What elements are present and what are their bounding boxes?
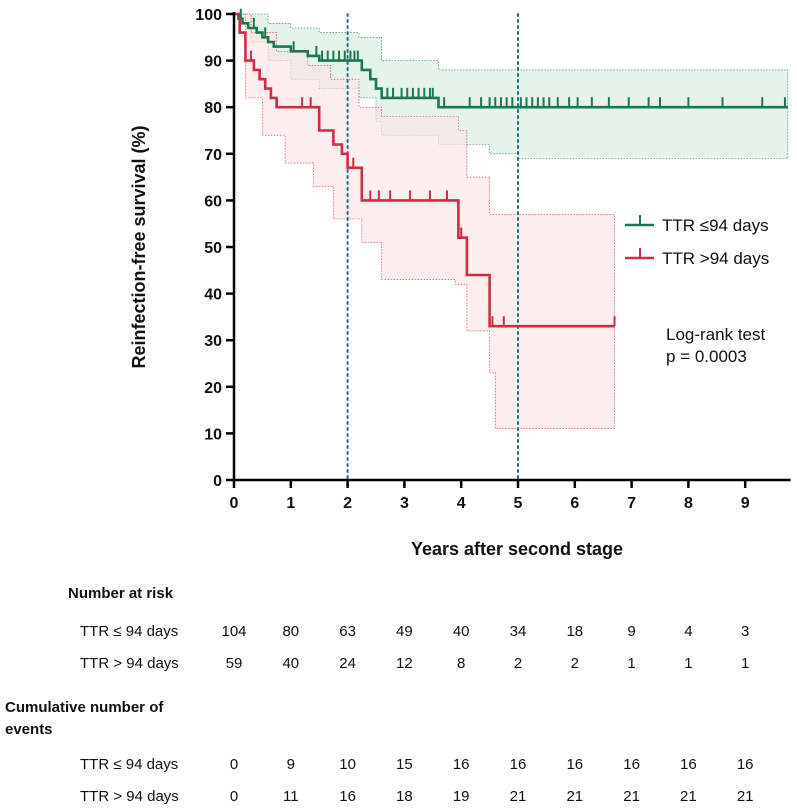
- events-label-ttr-gt-94: TTR > 94 days: [80, 788, 179, 805]
- events-ttr-gt-94-5: 21: [510, 788, 527, 805]
- reference-lines: [346, 13, 519, 481]
- y-tick-label-9: 90: [204, 54, 222, 71]
- survival-curve-series-1: [234, 12, 615, 328]
- at-risk-title: Number at risk: [68, 585, 174, 602]
- x-tick-label-9: 9: [741, 495, 750, 512]
- events-title-line1: Cumulative number of: [5, 699, 164, 716]
- events-ttr-le-94-1: 9: [287, 756, 295, 773]
- events-ttr-gt-94-9: 21: [737, 788, 754, 805]
- at-risk-ttr-le-94-9: 3: [741, 623, 749, 640]
- x-tick-label-1: 1: [286, 495, 295, 512]
- events-ttr-gt-94-7: 21: [623, 788, 640, 805]
- tick-labels: 0 10 20 30 40 50 60 70 80 90 100 0 1 2 3 4 5 6 7 8 9: [195, 7, 749, 512]
- at-risk-label-ttr-gt-94: TTR > 94 days: [80, 655, 179, 672]
- y-tick-label-1: 10: [204, 426, 222, 443]
- at-risk-ttr-gt-94-7: 1: [627, 655, 635, 672]
- at-risk-ttr-gt-94-2: 24: [339, 655, 356, 672]
- events-title-line2: events: [5, 721, 53, 738]
- events-ttr-gt-94-0: 0: [230, 788, 238, 805]
- events-ttr-le-94-4: 16: [453, 756, 470, 773]
- at-risk-ttr-le-94-3: 49: [396, 623, 413, 640]
- events-ttr-gt-94-8: 21: [680, 788, 697, 805]
- at-risk-ttr-le-94-2: 63: [339, 623, 356, 640]
- survival-curves: [234, 12, 788, 328]
- events-ttr-gt-94-4: 19: [453, 788, 470, 805]
- events-ttr-le-94-5: 16: [510, 756, 527, 773]
- logrank-test-label: Log-rank test: [666, 325, 765, 344]
- x-axis-title: Years after second stage: [411, 539, 623, 559]
- at-risk-ttr-gt-94-3: 12: [396, 655, 413, 672]
- risk-table-values: 104 80 63 49 40 34 18 9 4 359 40 24 12 8 2 2 1 1 10 9 10 15 16…: [221, 623, 753, 805]
- x-tick-label-6: 6: [570, 495, 579, 512]
- y-tick-label-4: 40: [204, 287, 222, 304]
- x-tick-label-4: 4: [457, 495, 466, 512]
- events-ttr-gt-94-3: 18: [396, 788, 413, 805]
- legend-label-ttr-le-94: TTR ≤94 days: [662, 216, 769, 235]
- at-risk-ttr-gt-94-9: 1: [741, 655, 749, 672]
- y-tick-label-0: 0: [213, 473, 222, 490]
- at-risk-ttr-le-94-1: 80: [282, 623, 299, 640]
- y-tick-label-6: 60: [204, 193, 222, 210]
- x-tick-label-0: 0: [230, 495, 239, 512]
- censor-marks: [239, 8, 786, 327]
- events-ttr-le-94-3: 15: [396, 756, 413, 773]
- at-risk-label-ttr-le-94: TTR ≤ 94 days: [80, 623, 178, 640]
- y-tick-label-7: 70: [204, 147, 222, 164]
- x-tick-label-8: 8: [684, 495, 693, 512]
- survival-curve-series-0: [234, 12, 788, 109]
- legend-label-ttr-gt-94: TTR >94 days: [662, 249, 769, 268]
- events-ttr-le-94-6: 16: [566, 756, 583, 773]
- x-tick-label-5: 5: [514, 495, 523, 512]
- axes: [226, 12, 791, 488]
- legend: TTR ≤94 days TTR >94 days: [625, 215, 769, 268]
- at-risk-ttr-gt-94-0: 59: [226, 655, 243, 672]
- at-risk-ttr-le-94-4: 40: [453, 623, 470, 640]
- events-ttr-le-94-7: 16: [623, 756, 640, 773]
- y-tick-label-10: 100: [195, 7, 222, 24]
- events-ttr-gt-94-6: 21: [566, 788, 583, 805]
- events-ttr-le-94-2: 10: [339, 756, 356, 773]
- at-risk-ttr-le-94-6: 18: [566, 623, 583, 640]
- at-risk-ttr-le-94-8: 4: [684, 623, 692, 640]
- events-ttr-le-94-0: 0: [230, 756, 238, 773]
- logrank-p-value: p = 0.0003: [666, 347, 747, 366]
- ci-band-series-0: [234, 13, 789, 159]
- at-risk-ttr-le-94-7: 9: [627, 623, 635, 640]
- y-tick-label-8: 80: [204, 100, 222, 117]
- events-ttr-gt-94-2: 16: [339, 788, 356, 805]
- at-risk-ttr-gt-94-6: 2: [571, 655, 579, 672]
- x-tick-label-7: 7: [627, 495, 636, 512]
- at-risk-ttr-gt-94-1: 40: [282, 655, 299, 672]
- events-ttr-le-94-9: 16: [737, 756, 754, 773]
- y-axis-title: Reinfection-free survival (%): [129, 125, 149, 368]
- at-risk-ttr-gt-94-8: 1: [684, 655, 692, 672]
- x-tick-label-3: 3: [400, 495, 409, 512]
- at-risk-ttr-gt-94-5: 2: [514, 655, 522, 672]
- events-ttr-le-94-8: 16: [680, 756, 697, 773]
- at-risk-ttr-le-94-5: 34: [510, 623, 527, 640]
- x-tick-label-2: 2: [343, 495, 352, 512]
- y-tick-label-3: 30: [204, 333, 222, 350]
- y-tick-label-2: 20: [204, 380, 222, 397]
- at-risk-ttr-le-94-0: 104: [221, 623, 246, 640]
- events-label-ttr-le-94: TTR ≤ 94 days: [80, 756, 178, 773]
- at-risk-ttr-gt-94-4: 8: [457, 655, 465, 672]
- y-tick-label-5: 50: [204, 240, 222, 257]
- events-ttr-gt-94-1: 11: [283, 788, 299, 805]
